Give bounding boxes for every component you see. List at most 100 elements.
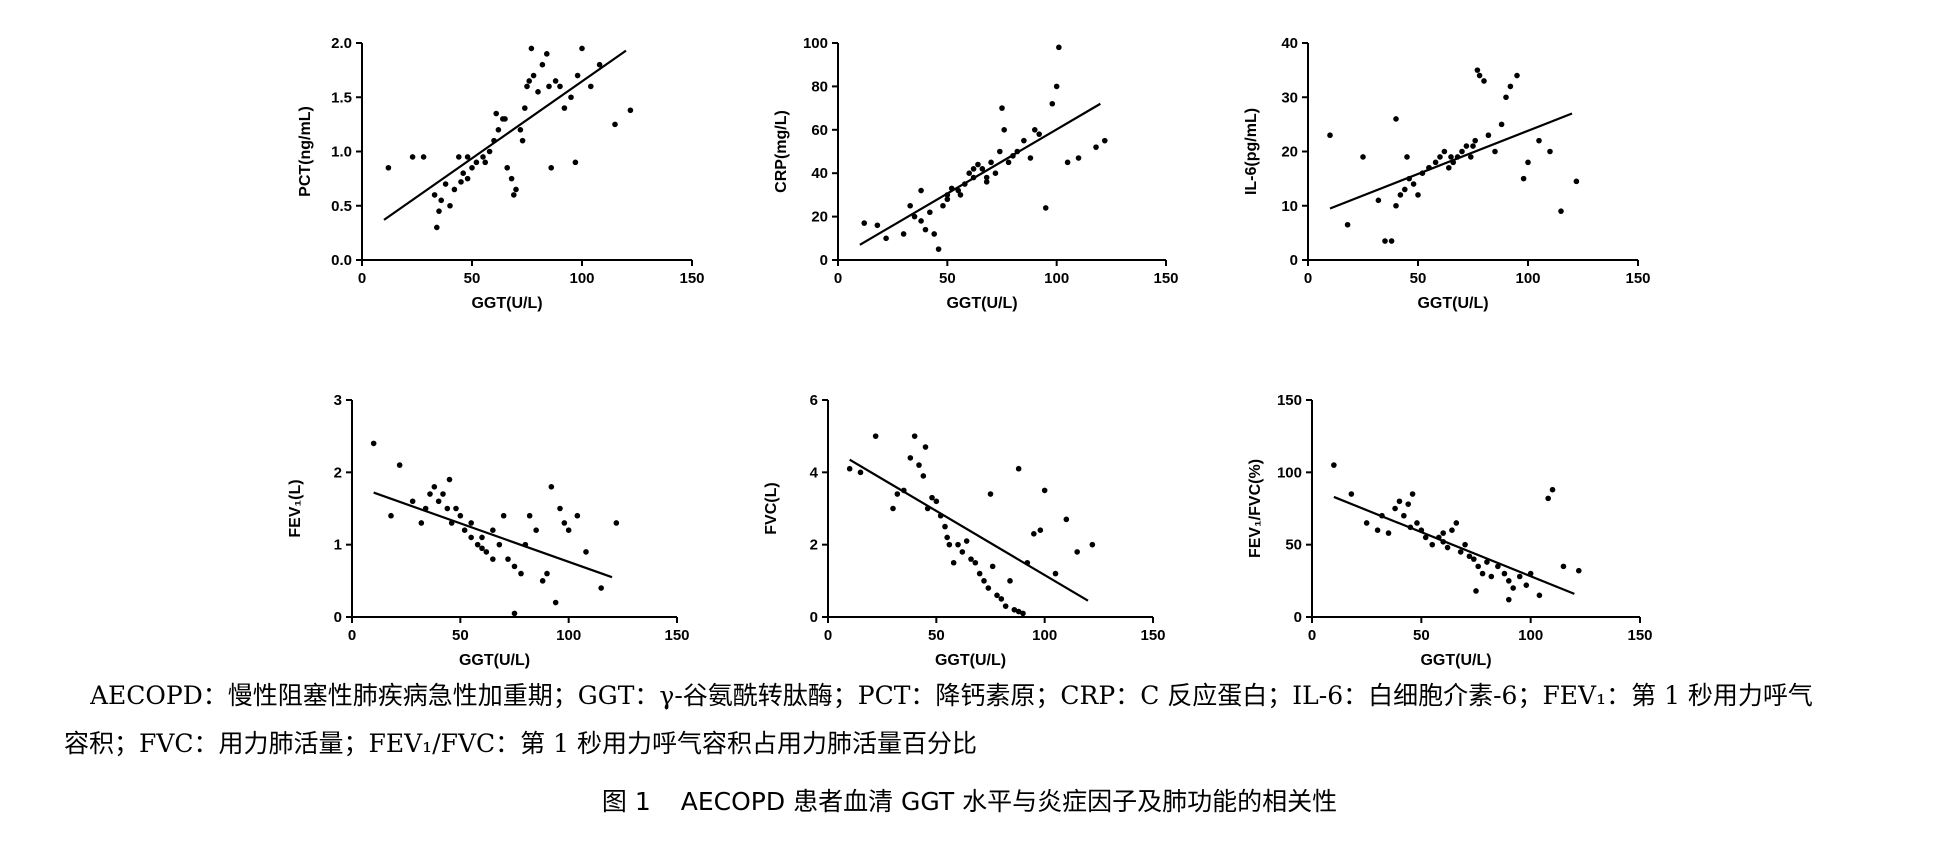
data-point <box>1558 208 1564 214</box>
y-tick-label: 6 <box>810 392 818 409</box>
data-point <box>409 498 416 505</box>
data-point <box>1056 44 1062 51</box>
x-tick-label: 100 <box>1044 270 1069 287</box>
data-point <box>955 187 962 194</box>
data-point <box>1462 541 1468 548</box>
data-point <box>1001 127 1007 133</box>
data-point <box>491 137 497 144</box>
data-point <box>1516 573 1523 580</box>
data-point <box>1536 592 1543 599</box>
data-point <box>388 512 394 519</box>
data-point <box>922 444 929 450</box>
data-point <box>872 433 879 439</box>
y-tick-label: 60 <box>811 122 828 139</box>
data-point <box>574 512 581 519</box>
y-axis-title: FEV₁(L) <box>287 479 304 537</box>
data-point <box>1444 544 1451 551</box>
x-tick-label: 50 <box>1410 270 1427 287</box>
data-point <box>931 231 938 237</box>
data-point <box>890 505 896 512</box>
data-point <box>966 170 972 176</box>
data-point <box>999 105 1005 111</box>
data-point <box>1063 516 1070 523</box>
data-point <box>1037 527 1044 533</box>
data-point <box>519 137 526 144</box>
data-point <box>518 570 524 577</box>
data-point <box>496 541 503 548</box>
data-point <box>468 520 474 526</box>
caption-label: 图 1 <box>601 787 651 816</box>
data-point <box>1089 541 1096 548</box>
data-point <box>911 433 918 439</box>
data-point <box>508 175 515 182</box>
data-point <box>963 538 970 544</box>
data-point <box>1074 549 1080 555</box>
data-point <box>861 220 868 226</box>
x-axis-title: GGT(U/L) <box>471 295 542 312</box>
data-point <box>396 462 403 468</box>
data-point <box>588 83 594 90</box>
data-point <box>1409 491 1416 497</box>
x-tick-label: 150 <box>1153 270 1178 287</box>
data-point <box>1466 553 1473 560</box>
data-point <box>1379 512 1385 519</box>
y-tick-label: 4 <box>810 464 819 481</box>
data-point <box>922 226 929 233</box>
data-point <box>552 78 559 84</box>
data-point <box>511 610 518 617</box>
data-point <box>968 556 974 562</box>
data-point <box>937 512 944 519</box>
data-point <box>1407 524 1414 531</box>
y-axis-title: IL-6(pg/mL) <box>1243 108 1260 195</box>
data-point <box>1014 148 1021 155</box>
data-point <box>1575 567 1582 574</box>
data-point <box>435 498 442 505</box>
data-point <box>1327 132 1333 139</box>
data-point <box>446 476 453 483</box>
data-point <box>935 246 942 252</box>
data-point <box>1481 78 1487 84</box>
data-point <box>535 89 541 95</box>
data-point <box>461 527 468 533</box>
data-point <box>552 599 559 606</box>
data-point <box>539 61 546 68</box>
data-point <box>460 170 467 176</box>
data-point <box>1422 534 1429 541</box>
x-tick-label: 0 <box>358 270 366 287</box>
data-point <box>1510 585 1516 591</box>
figure-caption: 图 1 AECOPD 患者血清 GGT 水平与炎症因子及肺功能的相关性 <box>0 782 1939 818</box>
y-axis-title: PCT(ng/mL) <box>297 106 314 197</box>
data-point <box>1463 143 1470 149</box>
data-point <box>431 484 438 490</box>
x-tick-label: 50 <box>452 627 469 644</box>
data-point <box>1075 155 1082 161</box>
data-point <box>1457 549 1464 555</box>
data-point <box>526 78 532 84</box>
y-tick-label: 40 <box>811 165 828 182</box>
x-tick-label: 50 <box>939 270 956 287</box>
data-point <box>1041 487 1048 494</box>
data-point <box>1401 512 1407 519</box>
x-axis-title: GGT(U/L) <box>935 652 1006 669</box>
data-point <box>924 505 931 512</box>
x-tick-label: 150 <box>1627 627 1652 644</box>
data-point <box>482 159 489 166</box>
data-point <box>370 440 377 447</box>
data-point <box>1015 465 1022 472</box>
y-tick-label: 1 <box>334 537 342 554</box>
data-point <box>451 186 458 193</box>
data-point <box>1479 570 1486 577</box>
x-tick-label: 0 <box>824 627 832 644</box>
data-point <box>438 197 445 204</box>
data-point <box>907 202 913 209</box>
data-point <box>486 148 493 155</box>
data-point <box>927 209 933 216</box>
data-point <box>918 218 924 224</box>
x-tick-label: 50 <box>928 627 945 644</box>
data-point <box>1470 143 1476 149</box>
data-point <box>1459 148 1465 155</box>
data-point <box>522 541 529 548</box>
data-point <box>561 105 568 111</box>
data-point <box>1492 148 1498 155</box>
data-point <box>1002 603 1009 609</box>
